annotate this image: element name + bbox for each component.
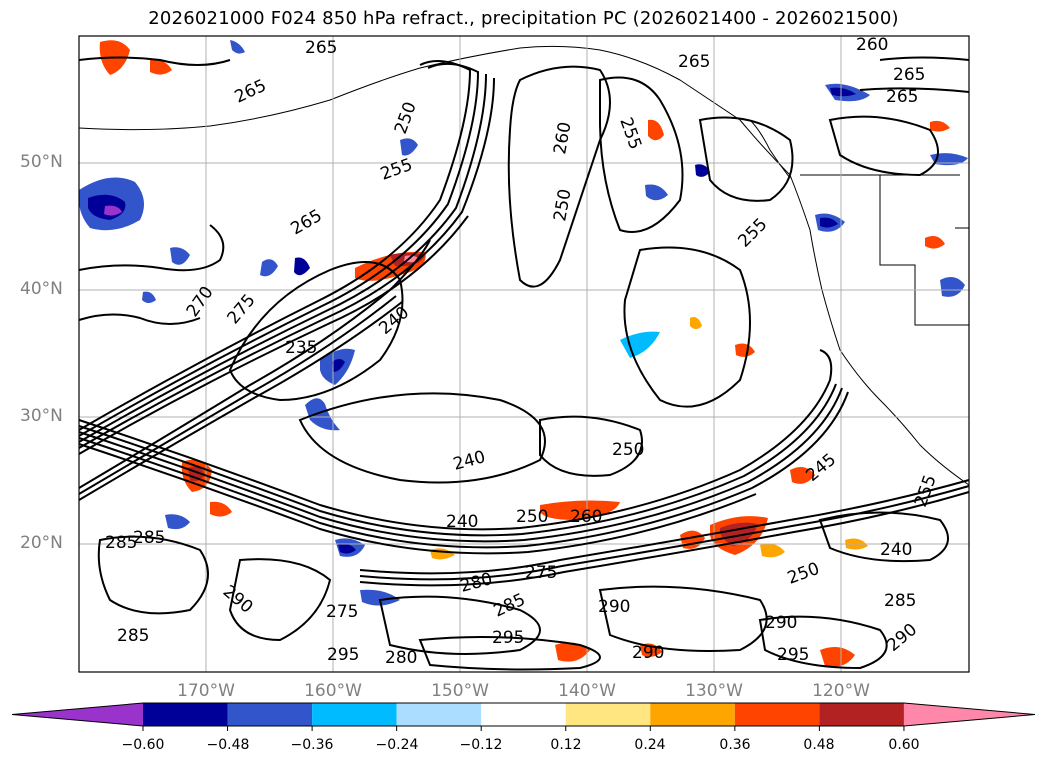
contour-label: 235 xyxy=(285,338,317,358)
contour-label: 265 xyxy=(678,52,710,72)
coastlines xyxy=(78,45,970,486)
map-background xyxy=(79,36,969,672)
contour-label: 285 xyxy=(117,626,149,646)
contour-label: 250 xyxy=(612,440,644,460)
colorbar-tick: 0.48 xyxy=(803,737,835,753)
colorbar-tick: 0.24 xyxy=(634,737,666,753)
map-frame xyxy=(78,35,970,673)
contour-label: 240 xyxy=(880,540,912,560)
contour-label: 280 xyxy=(385,648,417,668)
colorbar-tick: 0.36 xyxy=(719,737,751,753)
lat-label: 50°N xyxy=(20,152,63,172)
colorbar-tick: −0.36 xyxy=(290,737,334,753)
contour-label: 275 xyxy=(525,563,557,583)
contour-label: 265 xyxy=(305,38,337,58)
colorbar-extend-left xyxy=(12,703,143,726)
contour-label: 240 xyxy=(446,512,478,532)
colorbar-segment xyxy=(819,703,904,726)
contour-label: 285 xyxy=(105,533,137,553)
colorbar-tick: −0.48 xyxy=(206,737,250,753)
contour-label: 285 xyxy=(133,528,165,548)
colorbar-segment xyxy=(481,703,566,726)
chart-title: 2026021000 F024 850 hPa refract., precip… xyxy=(148,8,899,29)
colorbar-tick: 0.60 xyxy=(888,737,920,753)
colorbar-segment xyxy=(734,703,820,726)
contour-label: 275 xyxy=(326,602,358,622)
contour-label: 265 xyxy=(886,87,918,107)
contour-label: 290 xyxy=(598,597,630,617)
colorbar xyxy=(11,702,1036,731)
colorbar-extend-right xyxy=(903,703,1035,726)
refractivity-contours xyxy=(78,56,970,671)
contour-label: 295 xyxy=(777,645,809,665)
colorbar-segment xyxy=(565,703,651,726)
lon-label: 150°W xyxy=(431,681,489,701)
contour-label: 265 xyxy=(893,65,925,85)
lat-label: 40°N xyxy=(20,279,63,299)
colorbar-segment xyxy=(227,703,313,726)
lon-label: 160°W xyxy=(304,681,362,701)
colorbar-segment xyxy=(650,703,735,726)
contour-label: 260 xyxy=(856,35,888,55)
colorbar-tick: −0.60 xyxy=(121,737,165,753)
contour-label: 295 xyxy=(492,628,524,648)
colorbar-tick: 0.12 xyxy=(550,737,582,753)
lon-label: 140°W xyxy=(558,681,616,701)
contour-label: 285 xyxy=(884,591,916,611)
contour-label: 260 xyxy=(570,507,602,527)
colorbar-segment xyxy=(312,703,397,726)
graticule xyxy=(79,36,969,672)
colorbar-segment xyxy=(396,703,482,726)
colorbar-segment xyxy=(143,703,228,726)
colorbar-tick: −0.24 xyxy=(375,737,419,753)
lat-label: 30°N xyxy=(20,406,63,426)
colorbar-tick: −0.12 xyxy=(459,737,503,753)
contour-label: 290 xyxy=(632,643,664,663)
contour-label: 290 xyxy=(765,613,797,633)
lon-label: 170°W xyxy=(177,681,235,701)
precipitation-shading xyxy=(79,40,968,667)
lon-label: 120°W xyxy=(812,681,870,701)
contour-label: 295 xyxy=(327,645,359,665)
lat-label: 20°N xyxy=(20,533,63,553)
contour-label: 250 xyxy=(516,507,548,527)
lon-label: 130°W xyxy=(685,681,743,701)
